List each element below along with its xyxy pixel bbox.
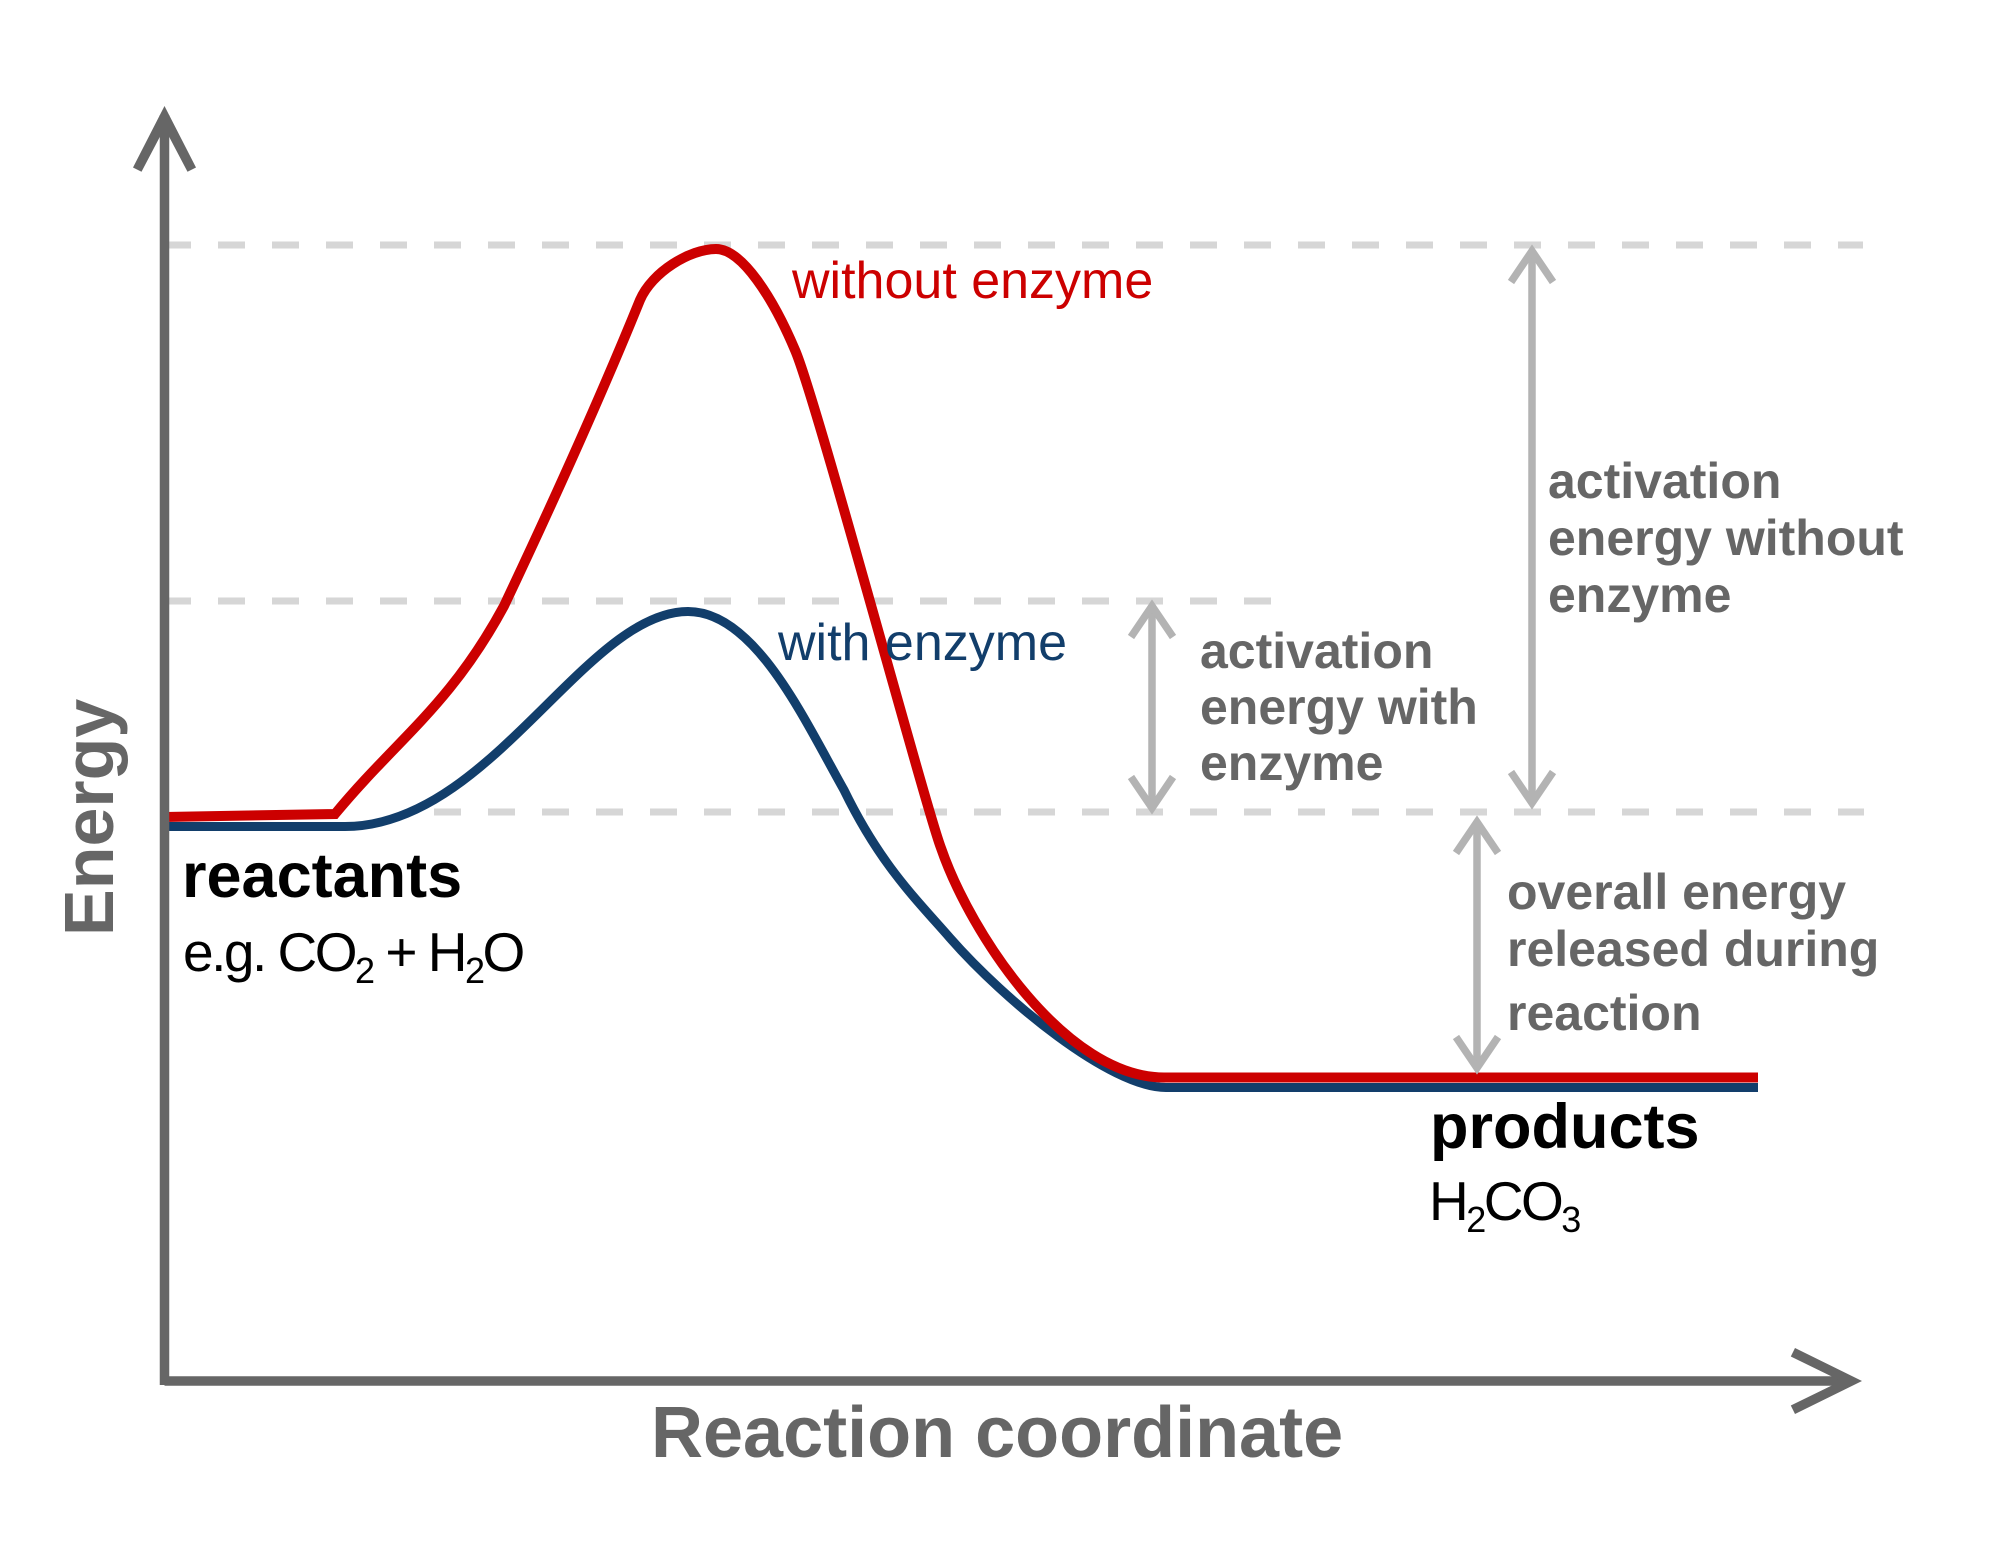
svg-text:with enzyme: with enzyme <box>777 614 1067 672</box>
svg-text:overall energy: overall energy <box>1507 864 1846 920</box>
svg-text:reaction: reaction <box>1507 985 1702 1041</box>
svg-text:H2CO3: H2CO3 <box>1429 1170 1580 1240</box>
svg-text:activation: activation <box>1548 453 1781 509</box>
svg-text:released during: released during <box>1507 921 1879 977</box>
svg-text:reactants: reactants <box>182 841 462 911</box>
svg-text:without enzyme: without enzyme <box>791 252 1153 310</box>
svg-text:enzyme: enzyme <box>1548 567 1731 623</box>
svg-text:energy with: energy with <box>1200 679 1478 735</box>
svg-text:Energy: Energy <box>50 699 128 936</box>
svg-text:energy without: energy without <box>1548 510 1904 566</box>
svg-text:Reaction coordinate: Reaction coordinate <box>651 1393 1343 1473</box>
svg-text:activation: activation <box>1200 623 1433 679</box>
svg-text:enzyme: enzyme <box>1200 735 1383 791</box>
svg-text:products: products <box>1430 1092 1700 1162</box>
